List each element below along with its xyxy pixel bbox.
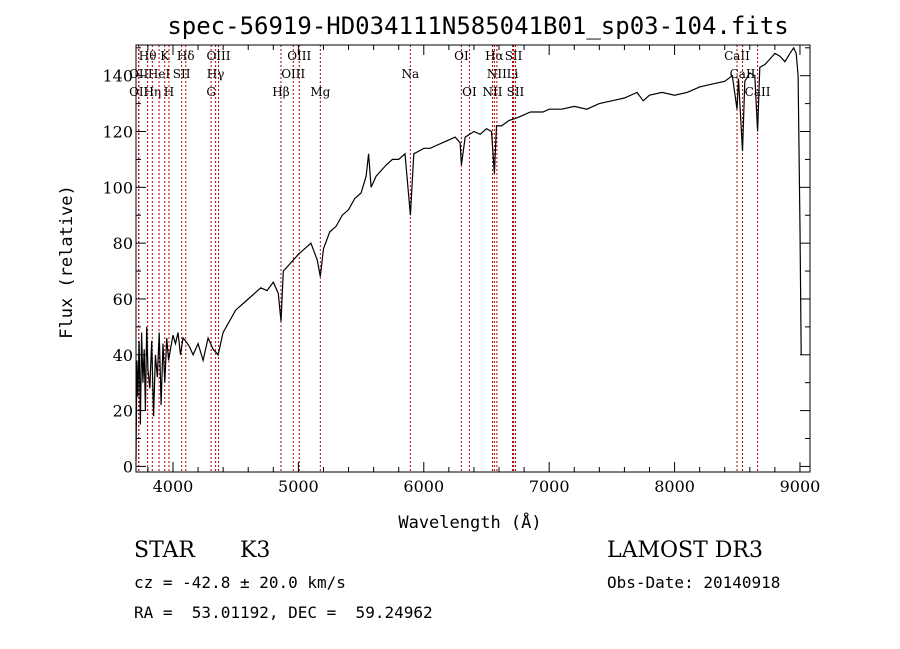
subclass: K3 (240, 538, 271, 563)
x-tick-label: 9000 (780, 477, 821, 496)
plot-frame (135, 44, 811, 473)
obs-date: Obs-Date: 20140918 (607, 573, 781, 592)
spectral-line-label: OII (129, 85, 149, 99)
coordinates: RA = 53.01192, DEC = 59.24962 (134, 603, 433, 622)
y-tick-label: 100 (102, 178, 133, 197)
redshift-cz: cz = -42.8 ± 20.0 km/s (134, 573, 346, 592)
spectral-line-label: Mg (310, 85, 330, 99)
y-tick-label: 0 (123, 457, 133, 476)
spectral-line-label: CaII (730, 67, 756, 81)
spectral-line-label: Hη (143, 85, 161, 99)
spectral-line-label: SII (173, 67, 191, 81)
survey-name: LAMOST DR3 (607, 538, 763, 563)
y-tick-label: 140 (102, 67, 133, 86)
spectral-line-label: Hγ (207, 67, 225, 81)
x-tick-label: 8000 (654, 477, 695, 496)
spectral-line-label: Hα (485, 49, 504, 63)
x-tick-label: 4000 (153, 477, 194, 496)
y-tick-label: 20 (113, 402, 133, 421)
spectral-line-label: SII (507, 85, 525, 99)
spectral-line-label: OIII (287, 49, 311, 63)
spectral-line-label: H (164, 85, 174, 99)
x-tick-label: 7000 (529, 477, 570, 496)
spectral-line-label: OII (129, 67, 149, 81)
spectral-line-label: CaII (745, 85, 771, 99)
spectrum-line (135, 46, 802, 461)
spectral-line-label: Hβ (272, 85, 289, 99)
y-tick-label: 80 (113, 234, 133, 253)
x-tick-label: 6000 (403, 477, 444, 496)
spectral-line-label: OI (462, 85, 477, 99)
spectral-line-label: OI (454, 49, 469, 63)
spectral-line-label: K (160, 49, 170, 63)
x-tick-label: 5000 (278, 477, 319, 496)
spectral-line-label: G (206, 85, 216, 99)
object-type: STAR (134, 538, 195, 563)
spectral-line-label: NII (487, 67, 507, 81)
y-tick-label: 60 (113, 290, 133, 309)
spectral-line-label: Na (402, 67, 420, 81)
x-axis-label: Wavelength (Å) (398, 511, 541, 533)
y-axis-label: Flux (relative) (57, 185, 77, 339)
y-tick-label: 40 (113, 346, 133, 365)
spectral-line-label: HeI (148, 67, 171, 81)
spectral-line-label: SII (505, 49, 523, 63)
spectral-line-label: NII (483, 85, 503, 99)
spectral-line-label: Hδ (177, 49, 195, 63)
spectral-line-label: OIII (281, 67, 305, 81)
spectral-line-label: OIII (206, 49, 230, 63)
chart-title: spec-56919-HD034111N585041B01_sp03-104.f… (167, 12, 788, 40)
spectral-line-label: Hθ (139, 49, 157, 63)
spectral-line-label: Li (507, 67, 519, 81)
y-tick-label: 120 (102, 123, 133, 142)
spectral-line-label: CaII (724, 49, 750, 63)
